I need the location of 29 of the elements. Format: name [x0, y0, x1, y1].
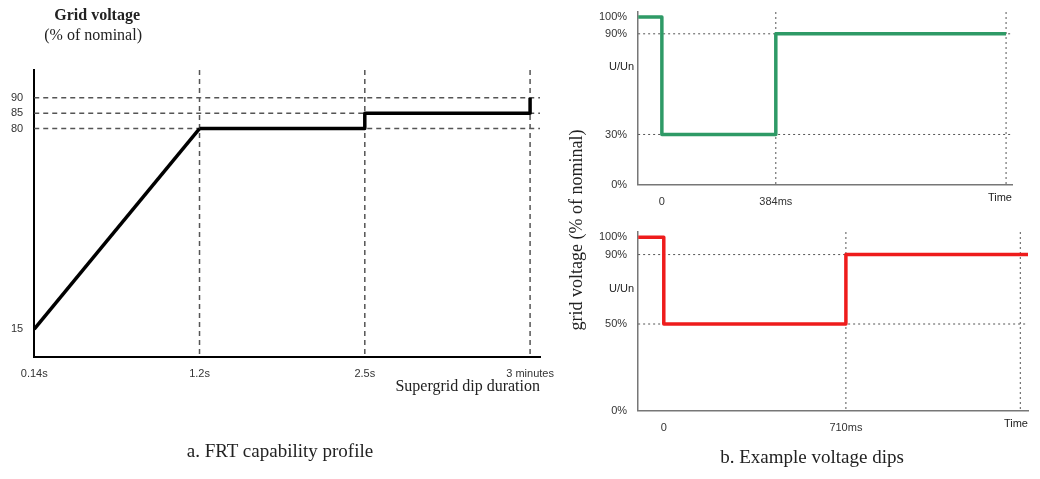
y-tick-label: 30%: [605, 127, 628, 140]
y-tick-label: 85: [10, 106, 24, 119]
x-tick-label: 0.14s: [20, 367, 49, 380]
y-tick-label: 90: [10, 90, 24, 103]
y-axis-title: U/Un: [609, 282, 635, 295]
x-tick-label: 384ms: [759, 195, 793, 208]
y-axis-title: U/Un: [609, 60, 635, 73]
x-tick-label: 2.5s: [354, 367, 376, 380]
y-tick-label: 50%: [605, 317, 628, 330]
y-tick-label: 100%: [598, 10, 628, 23]
x-tick-label: 1.2s: [189, 367, 211, 380]
x-tick-label: 0: [660, 421, 667, 434]
y-tick-label: 0%: [611, 403, 628, 416]
x-axis-title: Time: [987, 191, 1012, 204]
y-axis-title: Grid voltage (% of nominal): [44, 6, 142, 44]
y-tick-label: 100%: [598, 230, 628, 243]
x-tick-label: 0: [658, 195, 665, 208]
text: b. Example voltage dips: [719, 446, 905, 468]
y-tick-label: 15: [10, 322, 24, 335]
x-axis-title: Time: [1003, 417, 1028, 430]
y-tick-label: 0%: [611, 177, 628, 190]
text: a. FRT capability profile: [185, 440, 375, 462]
x-axis-title: Supergrid dip duration: [395, 377, 540, 395]
x-tick-label: 3 minutes: [506, 367, 555, 380]
y-tick-label: 90%: [605, 247, 628, 260]
y-tick-label: 90%: [605, 26, 628, 39]
text: grid voltage (% of nominal): [565, 129, 587, 331]
x-tick-label: 710ms: [829, 421, 863, 434]
y-tick-label: 80: [10, 121, 24, 134]
